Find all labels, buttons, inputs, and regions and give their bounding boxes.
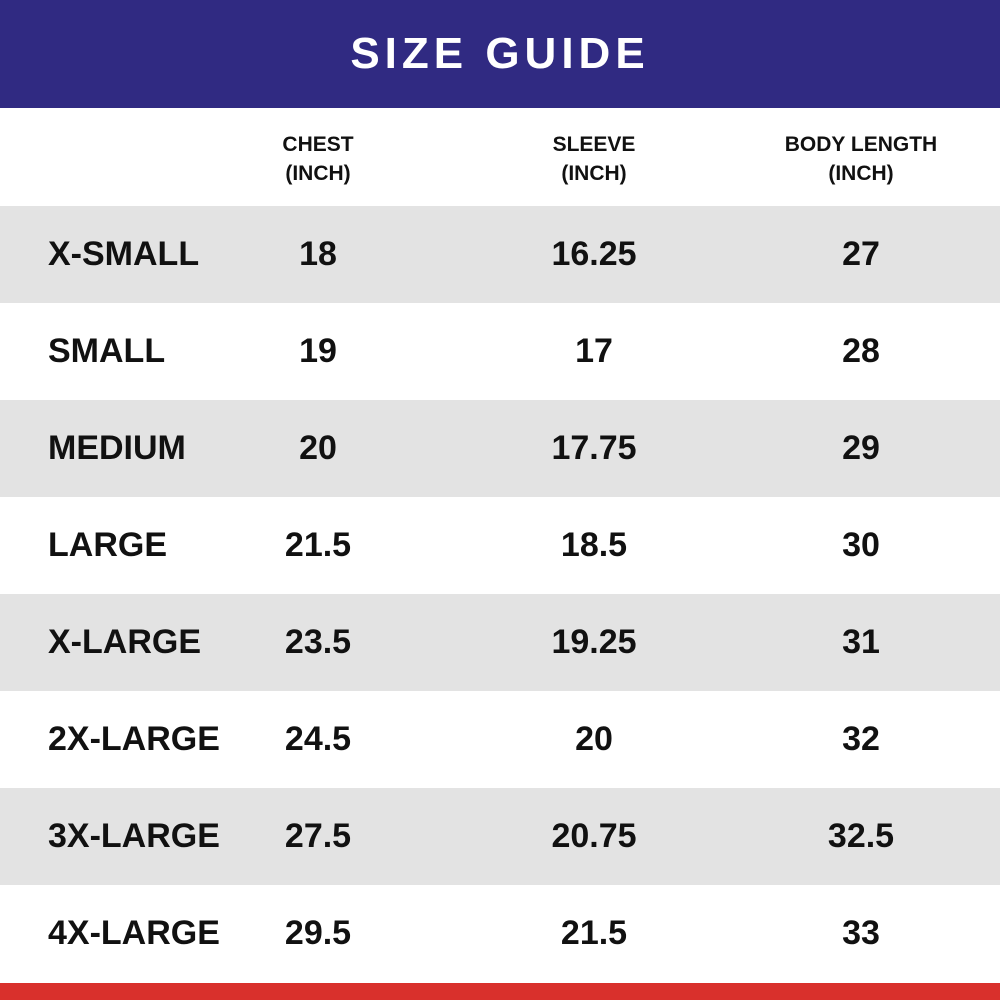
- page-title: SIZE GUIDE: [350, 29, 650, 78]
- chest-value: 29.5: [284, 914, 352, 952]
- table-row: X-LARGE 23.5 19.25 31: [0, 594, 1000, 691]
- sleeve-value: 19.25: [551, 623, 637, 661]
- column-header-chest-unit: (INCH): [285, 162, 351, 185]
- chest-value: 19: [299, 332, 337, 370]
- sleeve-value: 21.5: [560, 914, 628, 952]
- body-length-value: 28: [842, 332, 880, 370]
- column-header-sleeve-label: SLEEVE: [552, 133, 636, 156]
- sleeve-value: 18.5: [560, 526, 628, 564]
- chest-value: 18: [299, 235, 337, 273]
- sleeve-value: 20.75: [551, 817, 637, 855]
- table-row: 3X-LARGE 27.5 20.75 32.5: [0, 788, 1000, 885]
- column-header-row: CHEST (INCH) SLEEVE (INCH) BODY LENGTH (…: [0, 108, 1000, 206]
- chest-value: 23.5: [284, 623, 352, 661]
- chest-value: 24.5: [284, 720, 352, 758]
- body-length-value: 32.5: [827, 817, 895, 855]
- table-row: 4X-LARGE 29.5 21.5 33: [0, 885, 1000, 982]
- chest-value: 21.5: [284, 526, 352, 564]
- sleeve-value: 17: [575, 332, 613, 370]
- column-header-sleeve-unit: (INCH): [561, 162, 627, 185]
- column-header-sleeve: SLEEVE (INCH): [553, 130, 636, 188]
- size-label: MEDIUM: [48, 429, 186, 467]
- size-label: X-SMALL: [48, 235, 200, 273]
- body-length-value: 33: [842, 914, 880, 952]
- sleeve-value: 20: [575, 720, 613, 758]
- size-label: SMALL: [48, 332, 166, 370]
- header-banner: SIZE GUIDE: [0, 0, 1000, 108]
- body-length-value: 29: [842, 429, 880, 467]
- column-header-chest-label: CHEST: [282, 133, 354, 156]
- table-row: MEDIUM 20 17.75 29: [0, 400, 1000, 497]
- body-length-value: 27: [842, 235, 880, 273]
- size-label: X-LARGE: [48, 623, 201, 661]
- chest-value: 20: [299, 429, 337, 467]
- size-label: 3X-LARGE: [48, 817, 220, 855]
- size-label: 4X-LARGE: [48, 914, 220, 952]
- table-row: SMALL 19 17 28: [0, 303, 1000, 400]
- table-row: X-SMALL 18 16.25 27: [0, 206, 1000, 303]
- column-header-body-length-unit: (INCH): [828, 162, 894, 185]
- column-header-chest: CHEST (INCH): [282, 130, 353, 188]
- size-label: 2X-LARGE: [48, 720, 220, 758]
- body-length-value: 32: [842, 720, 880, 758]
- chest-value: 27.5: [284, 817, 352, 855]
- body-length-value: 30: [842, 526, 880, 564]
- sleeve-value: 17.75: [551, 429, 637, 467]
- column-header-body-length-label: BODY LENGTH: [784, 133, 938, 156]
- table-row: 2X-LARGE 24.5 20 32: [0, 691, 1000, 788]
- size-label: LARGE: [48, 526, 167, 564]
- body-length-value: 31: [842, 623, 880, 661]
- bottom-accent-bar: [0, 983, 1000, 1000]
- table-row: LARGE 21.5 18.5 30: [0, 497, 1000, 594]
- column-header-body-length: BODY LENGTH (INCH): [785, 130, 937, 188]
- sleeve-value: 16.25: [551, 235, 637, 273]
